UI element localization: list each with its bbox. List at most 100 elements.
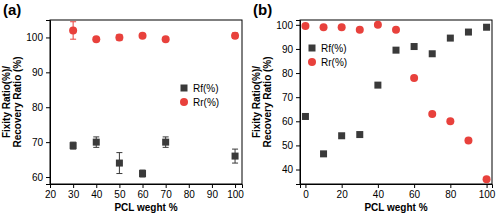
- tick-mark: [296, 25, 300, 26]
- tick: 90: [207, 184, 219, 200]
- tick: 30: [68, 184, 80, 200]
- point: [374, 82, 381, 89]
- tick: 80: [445, 184, 457, 200]
- tick-label: 40: [373, 189, 385, 200]
- legend-item: Rr(%): [308, 57, 347, 68]
- tick-label: 40: [91, 189, 103, 200]
- point: [447, 35, 454, 42]
- tick: 100: [227, 184, 244, 200]
- point: [483, 175, 491, 183]
- tick-label: 50: [114, 189, 126, 200]
- tick-mark: [378, 184, 379, 188]
- legend: Rf(%) Rr(%): [308, 43, 347, 68]
- error-bar: [140, 170, 146, 177]
- tick-label: 70: [161, 189, 173, 200]
- point: [465, 29, 472, 36]
- tick-label: 80: [184, 189, 196, 200]
- plot-frame: [50, 20, 242, 184]
- error-bar: [232, 149, 238, 163]
- point: [93, 139, 100, 146]
- legend-item: Rf(%): [309, 43, 347, 54]
- tick-label: 70: [32, 137, 44, 148]
- panel-title: (b): [253, 1, 272, 18]
- tick: 50: [114, 184, 126, 200]
- tick-mark: [46, 142, 50, 143]
- legend-item: Rr(%): [180, 97, 219, 108]
- y-axis-title: Fixity Ratio(%)/Recovery Ratio (%): [251, 56, 273, 147]
- tick-label: 20: [45, 189, 57, 200]
- legend: Rf(%) Rr(%): [180, 83, 219, 108]
- tick-mark: [296, 49, 300, 50]
- legend-marker: [180, 98, 188, 106]
- tick-mark: [46, 37, 50, 38]
- tick-mark: [487, 184, 488, 188]
- tick-label: 60: [409, 189, 421, 200]
- tick-label: 60: [32, 172, 44, 183]
- error-bar: [70, 22, 76, 39]
- x-axis-title: PCL weght %: [114, 202, 177, 213]
- legend-marker: [309, 45, 316, 52]
- point: [232, 153, 239, 160]
- point: [301, 22, 309, 30]
- error-bar: [70, 142, 76, 149]
- legend-label: Rf(%): [321, 43, 347, 54]
- tick: 50: [282, 140, 300, 151]
- tick-label: 90: [32, 67, 44, 78]
- legend-item: Rf(%): [181, 83, 219, 94]
- tick-mark: [166, 184, 167, 188]
- point: [70, 142, 77, 149]
- tick: 40: [91, 184, 103, 200]
- tick: 100: [479, 184, 496, 200]
- tick: 80: [184, 184, 196, 200]
- tick: 90: [32, 67, 50, 78]
- tick-mark: [296, 145, 300, 146]
- legend-label: Rr(%): [193, 97, 219, 108]
- tick: 80: [32, 102, 50, 113]
- tick-mark: [235, 184, 236, 188]
- tick-label: 70: [282, 92, 294, 103]
- y-axis-title-line: Recovery Ratio (%): [262, 56, 273, 147]
- tick-label: 100: [479, 189, 496, 200]
- point: [92, 35, 100, 43]
- tick-mark: [46, 107, 50, 108]
- point: [393, 47, 400, 54]
- point: [139, 170, 146, 177]
- marks: [301, 21, 490, 183]
- axis-line: [301, 185, 493, 189]
- error-bar: [116, 153, 122, 174]
- point: [392, 26, 400, 34]
- y-axis: 60 70 80 90 100: [26, 21, 50, 185]
- plot: 020406080100405060708090100Rf(%)Rr(%): [276, 20, 496, 201]
- point: [69, 26, 77, 34]
- tick-mark: [143, 184, 144, 188]
- series: [70, 137, 239, 177]
- tick: 100: [26, 32, 50, 43]
- tick-mark: [46, 72, 50, 73]
- point: [320, 150, 327, 157]
- tick-label: 80: [32, 102, 44, 113]
- y-axis: 405060708090100: [276, 20, 300, 185]
- tick: 40: [282, 164, 300, 175]
- point: [115, 33, 123, 41]
- tick-label: 80: [282, 68, 294, 79]
- y-axis-title-line: Fixity Ratio(%)/: [1, 66, 12, 138]
- tick-label: 50: [282, 140, 294, 151]
- tick-label: 80: [445, 189, 457, 200]
- tick-label: 100: [276, 20, 293, 31]
- plot-frame: [300, 20, 492, 184]
- point: [428, 110, 436, 118]
- panel: 20 30 40 50 60 70 80 90 100 60 70 80 90 100 Rf(%) Rr(%)…: [1, 1, 244, 213]
- x-axis-title: PCL weght %: [364, 202, 427, 213]
- point: [429, 50, 436, 57]
- tick: 20: [45, 184, 57, 200]
- tick-mark: [212, 184, 213, 188]
- tick-label: 60: [282, 116, 294, 127]
- tick-mark: [96, 184, 97, 188]
- point: [338, 132, 345, 139]
- tick-mark: [46, 177, 50, 178]
- tick: 70: [282, 92, 300, 103]
- tick-label: 90: [207, 189, 219, 200]
- point: [302, 113, 309, 120]
- point: [446, 117, 454, 125]
- tick: 60: [137, 184, 149, 200]
